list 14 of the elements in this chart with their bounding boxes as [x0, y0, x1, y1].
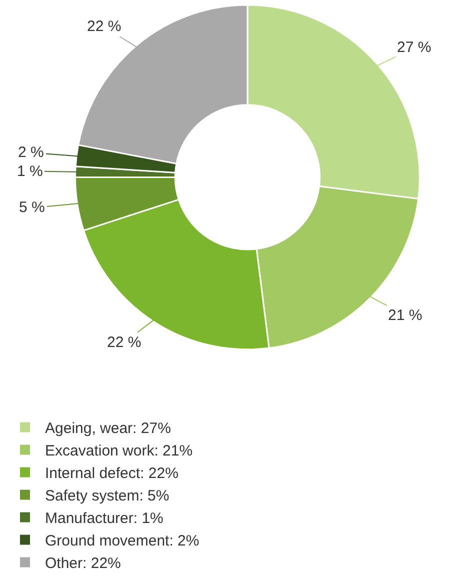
data-label: 2 %	[18, 144, 44, 161]
data-label: 22 %	[87, 18, 122, 35]
legend-label: Ground movement: 2%	[45, 532, 200, 550]
legend-label: Excavation work: 21%	[45, 442, 193, 460]
legend-label: Ageing, wear: 27%	[45, 420, 171, 438]
legend-label: Other: 22%	[45, 555, 121, 572]
data-label: 21 %	[388, 307, 422, 324]
data-label: 27 %	[397, 39, 432, 56]
legend-label: Safety system: 5%	[45, 488, 170, 505]
legend-label: Manufacturer: 1%	[45, 510, 164, 528]
data-label: 22 %	[107, 334, 142, 351]
data-label: 5 %	[19, 199, 45, 216]
legend-label: Internal defect: 22%	[45, 465, 178, 482]
data-label: 1 %	[17, 163, 43, 180]
